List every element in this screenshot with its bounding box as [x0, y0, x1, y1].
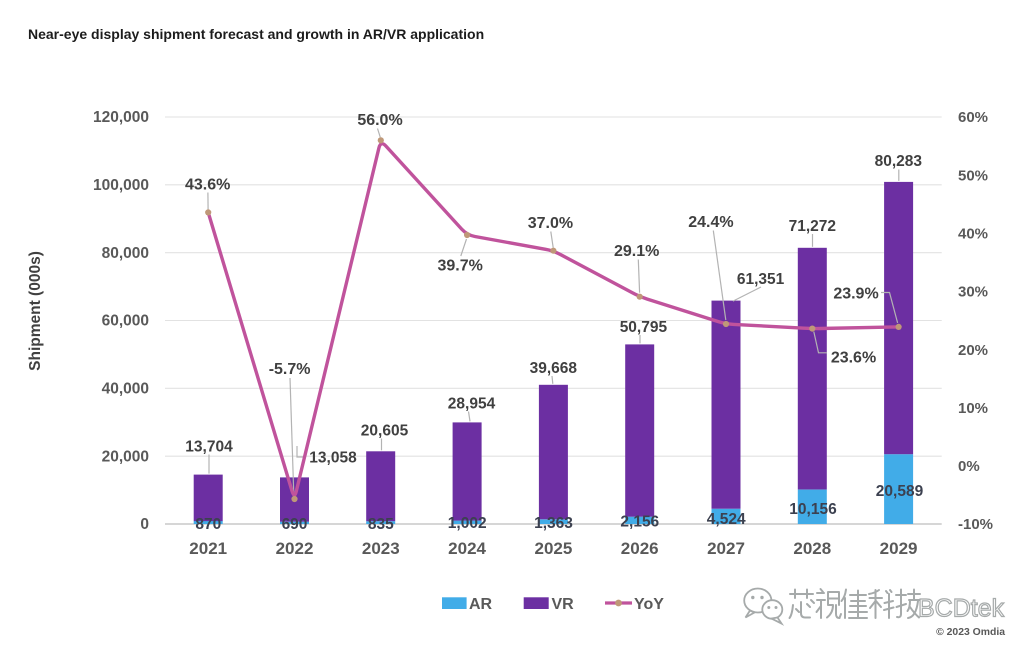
svg-text:© 2023 Omdia: © 2023 Omdia	[936, 627, 1005, 638]
svg-text:28,954: 28,954	[448, 396, 496, 413]
svg-text:2023: 2023	[362, 539, 400, 558]
svg-text:0: 0	[140, 516, 149, 533]
svg-text:-10%: -10%	[958, 516, 993, 533]
svg-text:37.0%: 37.0%	[528, 215, 573, 232]
svg-text:1,002: 1,002	[448, 515, 487, 532]
svg-text:24.4%: 24.4%	[688, 214, 733, 231]
svg-text:2024: 2024	[448, 539, 486, 558]
svg-text:61,351: 61,351	[737, 271, 785, 288]
svg-text:50,795: 50,795	[620, 319, 668, 336]
svg-text:40%: 40%	[958, 226, 988, 243]
svg-text:Near-eye display shipment fore: Near-eye display shipment forecast and g…	[28, 26, 484, 42]
svg-text:20,605: 20,605	[361, 423, 409, 440]
svg-text:10%: 10%	[958, 400, 988, 417]
svg-text:4,524: 4,524	[707, 511, 746, 528]
svg-text:20,000: 20,000	[102, 448, 149, 465]
svg-text:YoY: YoY	[634, 596, 664, 613]
svg-text:39.7%: 39.7%	[438, 258, 483, 275]
svg-text:835: 835	[368, 516, 394, 533]
svg-text:870: 870	[195, 516, 221, 533]
svg-text:0%: 0%	[958, 458, 980, 475]
svg-text:80,000: 80,000	[102, 245, 149, 262]
svg-text:1,363: 1,363	[534, 515, 573, 532]
svg-text:13,058: 13,058	[309, 450, 357, 467]
svg-text:40,000: 40,000	[102, 381, 149, 398]
svg-text:20%: 20%	[958, 342, 988, 359]
svg-text:2025: 2025	[534, 539, 572, 558]
svg-text:BCDtek: BCDtek	[918, 595, 1005, 623]
svg-text:60%: 60%	[958, 109, 988, 126]
svg-text:AR: AR	[469, 596, 493, 613]
svg-text:43.6%: 43.6%	[185, 177, 230, 194]
svg-text:20,589: 20,589	[876, 483, 924, 500]
svg-text:2026: 2026	[621, 539, 659, 558]
svg-text:23.6%: 23.6%	[831, 349, 876, 366]
svg-text:80,283: 80,283	[875, 153, 923, 170]
svg-text:30%: 30%	[958, 284, 988, 301]
svg-text:2029: 2029	[880, 539, 918, 558]
svg-text:2028: 2028	[793, 539, 831, 558]
svg-text:13,704: 13,704	[185, 439, 233, 456]
svg-text:120,000: 120,000	[93, 109, 149, 126]
svg-text:2027: 2027	[707, 539, 745, 558]
svg-text:50%: 50%	[958, 167, 988, 184]
svg-text:29.1%: 29.1%	[614, 243, 659, 260]
svg-text:71,272: 71,272	[789, 218, 836, 235]
svg-text:690: 690	[282, 516, 308, 533]
svg-text:56.0%: 56.0%	[357, 112, 402, 129]
svg-text:100,000: 100,000	[93, 177, 149, 194]
svg-text:-5.7%: -5.7%	[269, 361, 311, 378]
svg-text:23.9%: 23.9%	[833, 285, 878, 302]
svg-text:60,000: 60,000	[102, 313, 149, 330]
svg-text:2021: 2021	[189, 539, 227, 558]
svg-text:10,156: 10,156	[789, 501, 837, 518]
svg-text:Shipment (000s): Shipment (000s)	[27, 251, 44, 371]
svg-text:39,668: 39,668	[530, 360, 578, 377]
svg-text:2022: 2022	[276, 539, 314, 558]
svg-text:VR: VR	[552, 596, 575, 613]
svg-text:2,156: 2,156	[620, 514, 659, 531]
